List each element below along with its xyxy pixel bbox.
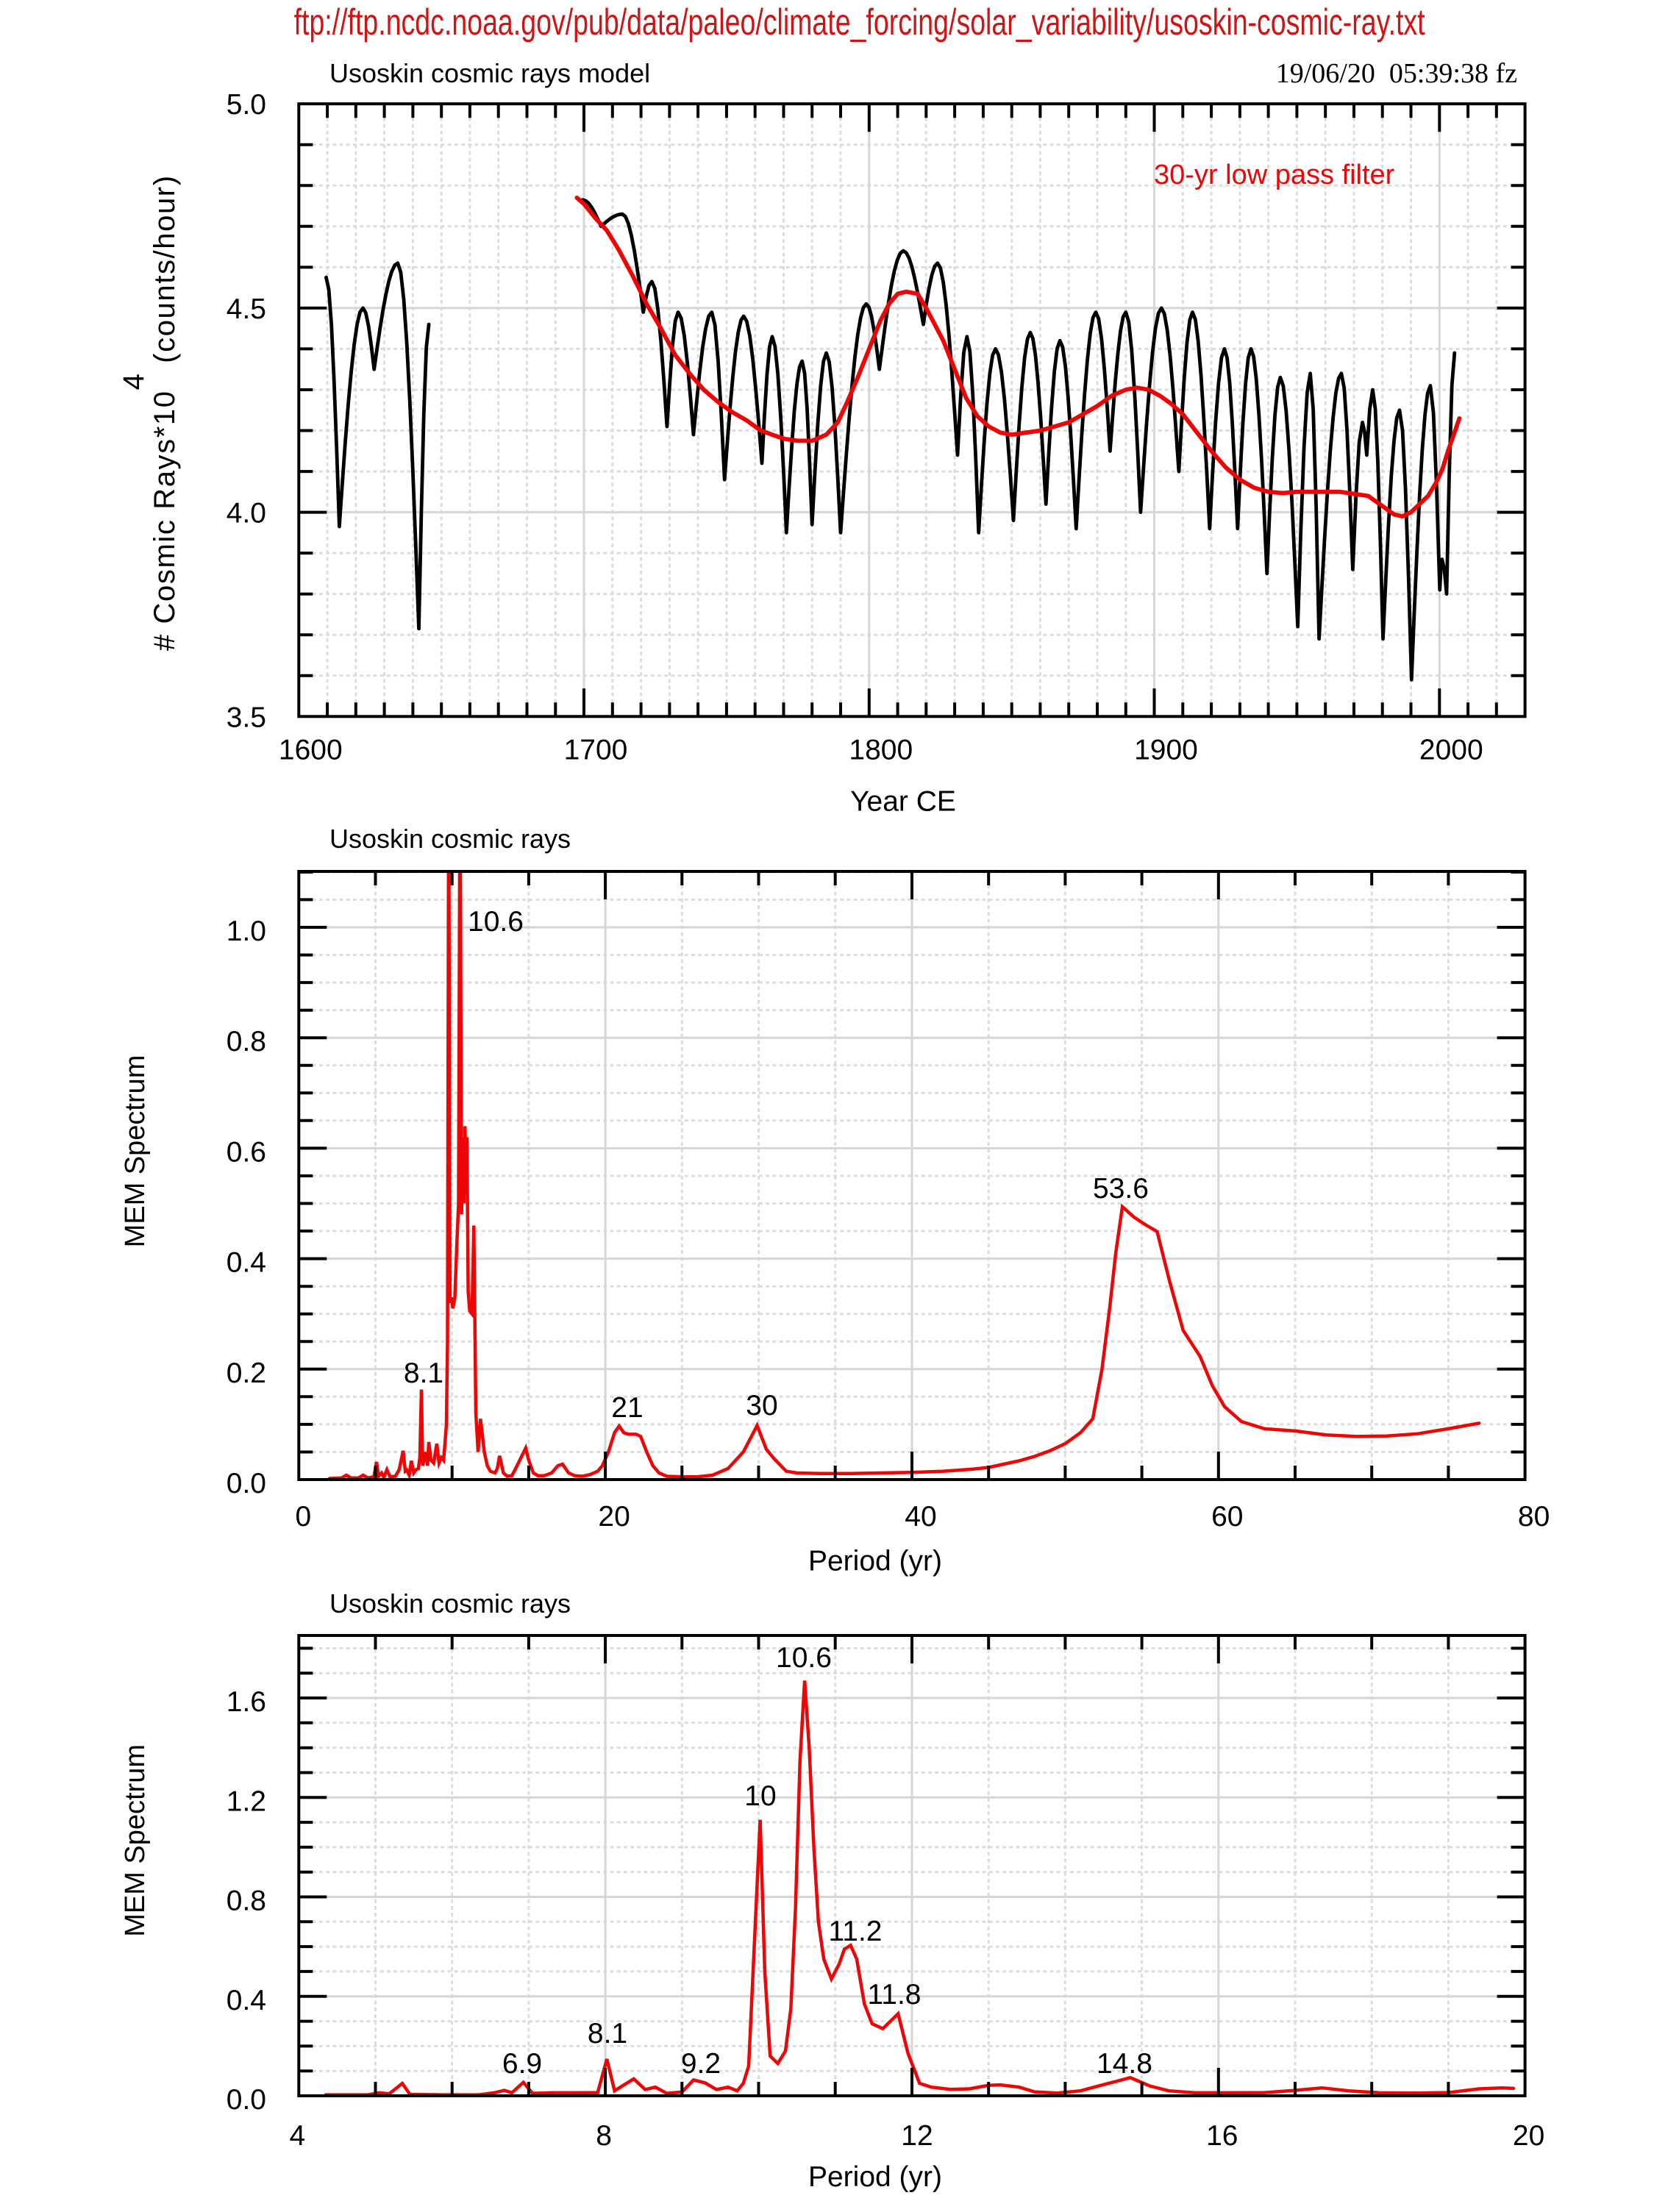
svg-text:5.0: 5.0 (227, 89, 266, 121)
svg-text:4.0: 4.0 (227, 498, 266, 529)
svg-text:0.8: 0.8 (227, 1026, 266, 1057)
svg-text:14.8: 14.8 (1097, 2048, 1152, 2080)
svg-text:10: 10 (744, 1780, 776, 1812)
svg-text:0.8: 0.8 (227, 1885, 266, 1917)
svg-text:0.2: 0.2 (227, 1357, 266, 1389)
svg-text:1600: 1600 (279, 735, 343, 766)
svg-text:53.6: 53.6 (1093, 1173, 1149, 1205)
svg-text:Usoskin cosmic rays model: Usoskin cosmic rays model (329, 58, 650, 88)
svg-text:11.8: 11.8 (867, 1979, 921, 2011)
svg-text:1800: 1800 (849, 735, 913, 766)
svg-text:20: 20 (1513, 2120, 1544, 2152)
svg-text:4: 4 (289, 2120, 305, 2152)
svg-text:Period (yr): Period (yr) (808, 1546, 942, 1577)
svg-text:0.6: 0.6 (227, 1136, 266, 1168)
svg-text:0.0: 0.0 (227, 1468, 266, 1499)
svg-text:8: 8 (596, 2120, 612, 2152)
svg-text:20: 20 (598, 1501, 630, 1533)
svg-text:1.6: 1.6 (227, 1686, 266, 1718)
svg-text:9.2: 9.2 (681, 2048, 721, 2080)
svg-text:21: 21 (611, 1392, 643, 1424)
svg-text:MEM Spectrum: MEM Spectrum (120, 1055, 151, 1248)
svg-text:1900: 1900 (1134, 735, 1198, 766)
svg-text:4.5: 4.5 (227, 293, 266, 325)
svg-text:6.9: 6.9 (502, 2048, 542, 2080)
svg-text:Usoskin cosmic rays: Usoskin cosmic rays (329, 1588, 571, 1619)
svg-text:19/06/20 05:39:38 fz: 19/06/20 05:39:38 fz (1276, 58, 1517, 89)
svg-text:0: 0 (295, 1501, 311, 1533)
svg-text:1700: 1700 (564, 735, 628, 766)
svg-text:1.2: 1.2 (227, 1785, 266, 1817)
svg-text:11.2: 11.2 (828, 1916, 882, 1947)
svg-text:0.4: 0.4 (227, 1247, 266, 1279)
svg-text:8.1: 8.1 (588, 2018, 627, 2049)
svg-text:0.0: 0.0 (227, 2084, 266, 2116)
svg-text:40: 40 (905, 1501, 936, 1533)
svg-text:2000: 2000 (1419, 735, 1483, 766)
svg-text:MEM Spectrum: MEM Spectrum (120, 1744, 151, 1937)
svg-text:80: 80 (1518, 1501, 1550, 1533)
svg-text:Usoskin cosmic rays: Usoskin cosmic rays (329, 824, 571, 854)
svg-text:10.6: 10.6 (776, 1642, 832, 1674)
svg-text:30-yr low pass filter: 30-yr low pass filter (1154, 160, 1395, 190)
svg-text:8.1: 8.1 (404, 1357, 443, 1389)
svg-text:60: 60 (1211, 1501, 1243, 1533)
svg-text:1.0: 1.0 (227, 916, 266, 947)
svg-text:ftp://ftp.ncdc.noaa.gov/pub/da: ftp://ftp.ncdc.noaa.gov/pub/data/paleo/c… (294, 1, 1425, 43)
svg-text:Year CE: Year CE (850, 786, 956, 818)
svg-text:12: 12 (901, 2120, 933, 2152)
svg-text:Period (yr): Period (yr) (808, 2161, 942, 2193)
svg-text:0.4: 0.4 (227, 1985, 266, 2016)
svg-text:30: 30 (746, 1390, 777, 1421)
svg-text:3.5: 3.5 (227, 702, 266, 733)
svg-text:16: 16 (1206, 2120, 1238, 2152)
svg-text:10.6: 10.6 (468, 906, 524, 938)
